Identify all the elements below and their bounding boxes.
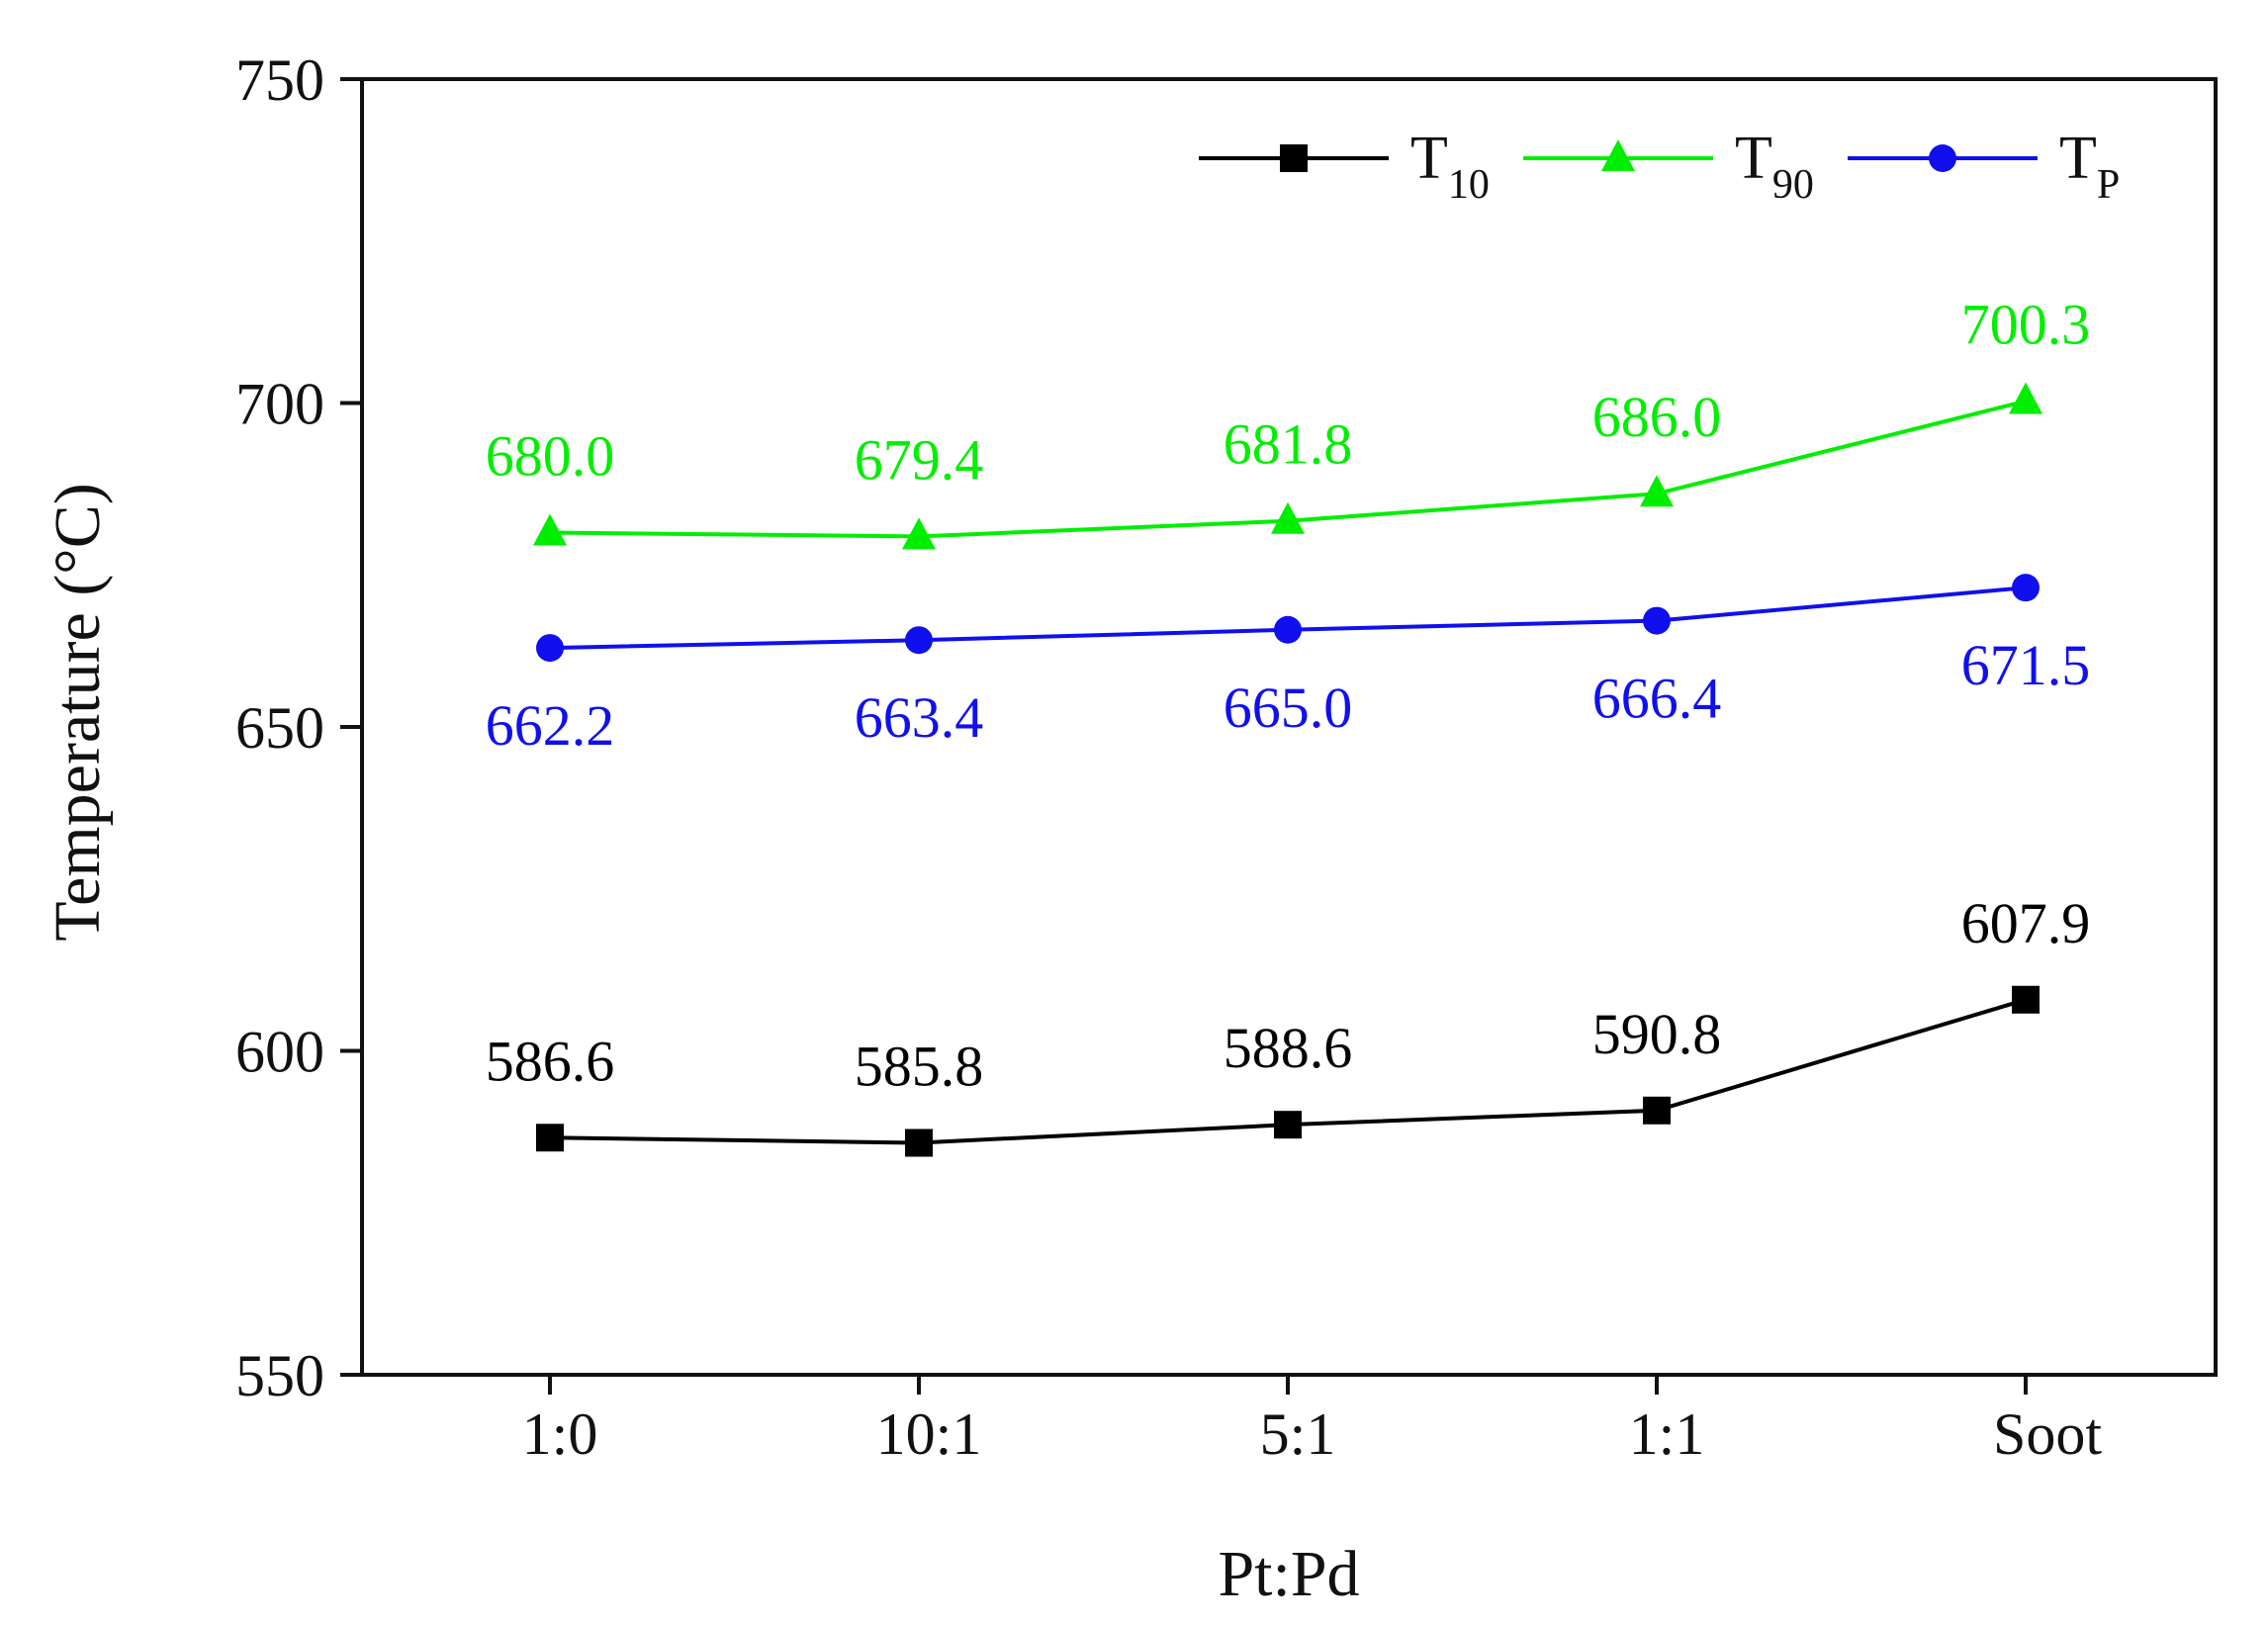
data-label-TP: 666.4 (1592, 667, 1722, 731)
data-label-T10: 590.8 (1592, 1002, 1722, 1066)
data-point-T10 (1274, 1111, 1302, 1139)
legend-label: TP (2059, 125, 2120, 208)
y-tick-label: 550 (235, 1343, 324, 1408)
data-point-TP (1643, 606, 1671, 635)
y-axis-title: Temperature (°C) (42, 483, 114, 941)
x-tick-label: Soot (1993, 1401, 2102, 1467)
data-point-T90 (533, 513, 567, 546)
data-point-TP (905, 626, 933, 655)
y-tick-label: 600 (235, 1020, 324, 1085)
data-label-T90: 681.8 (1224, 412, 1353, 477)
y-tick-label: 700 (235, 372, 324, 437)
data-point-T10 (1643, 1096, 1671, 1125)
y-axis: 550 600 650 700 750 (235, 47, 362, 1408)
data-label-T90: 679.4 (855, 427, 984, 492)
data-label-T10: 607.9 (1961, 891, 2091, 955)
legend-item-T90: T90 (1523, 125, 1814, 208)
x-tick-label: 5:1 (1260, 1401, 1336, 1467)
data-label-T90: 700.3 (1961, 293, 2091, 357)
data-label-T90: 680.0 (486, 424, 615, 489)
data-label-T10: 588.6 (1224, 1016, 1353, 1080)
data-point-T90 (1640, 475, 1674, 507)
series-layer: 586.6 585.8 588.6 590.8 607.9 680.0 679.4 681.8… (486, 293, 2091, 1157)
x-tick-label: 1:1 (1629, 1401, 1705, 1467)
data-label-T10: 585.8 (855, 1035, 984, 1099)
legend-item-TP: TP (1848, 125, 2120, 208)
data-point-T90 (902, 517, 936, 550)
data-point-T90 (2009, 382, 2042, 414)
legend-marker (1929, 144, 1956, 172)
series-T90: 680.0 679.4 681.8 686.0 700.3 (486, 293, 2091, 550)
y-tick-label: 750 (235, 47, 324, 113)
legend-label: T90 (1735, 125, 1814, 208)
legend: T10 T90 TP (1199, 125, 2120, 208)
data-label-TP: 665.0 (1224, 676, 1353, 740)
data-label-TP: 662.2 (486, 693, 615, 758)
legend-label: T10 (1410, 125, 1490, 208)
x-axis-title: Pt:Pd (1218, 1538, 1359, 1610)
legend-marker (1601, 139, 1635, 171)
x-tick-label: 10:1 (876, 1401, 982, 1467)
x-tick-label: 1:0 (522, 1401, 598, 1467)
data-point-TP (536, 634, 564, 663)
series-T10: 586.6 585.8 588.6 590.8 607.9 (486, 891, 2091, 1157)
data-label-TP: 671.5 (1961, 633, 2091, 697)
y-tick-label: 650 (235, 695, 324, 761)
data-label-T90: 686.0 (1592, 385, 1722, 449)
data-label-T10: 586.6 (486, 1029, 615, 1093)
data-point-T10 (2012, 985, 2040, 1014)
legend-item-T10: T10 (1199, 125, 1490, 208)
data-point-TP (1274, 615, 1302, 644)
legend-marker (1280, 144, 1308, 172)
data-label-TP: 663.4 (855, 685, 984, 750)
data-point-T90 (1271, 501, 1305, 534)
data-point-TP (2012, 574, 2040, 602)
data-point-T10 (905, 1128, 933, 1157)
x-axis: 1:0 10:1 5:1 1:1 Soot (522, 1375, 2102, 1467)
data-point-T10 (536, 1124, 564, 1152)
series-TP: 662.2 663.4 665.0 666.4 671.5 (486, 574, 2091, 758)
